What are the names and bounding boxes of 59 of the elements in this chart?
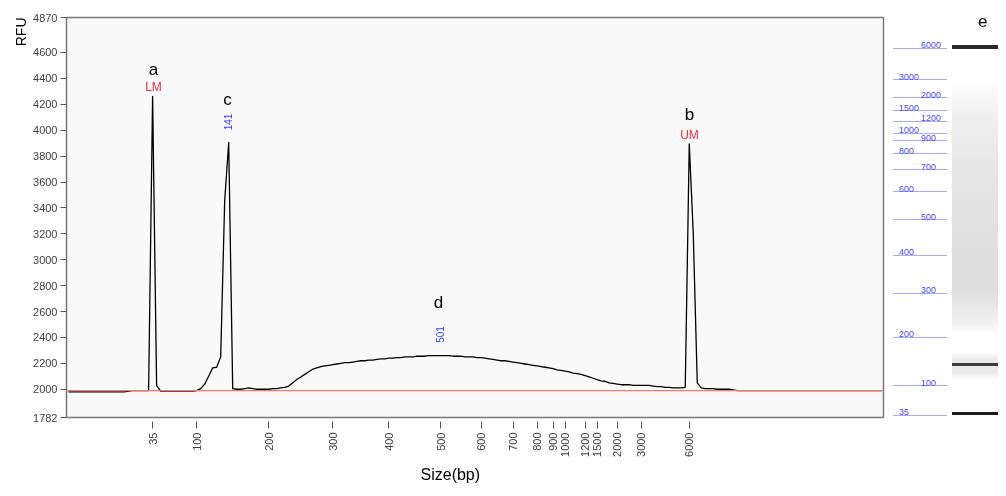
text: 200 xyxy=(899,329,915,340)
x-tick-label: 700 xyxy=(507,432,520,451)
x-tick-label: 1000 xyxy=(559,432,572,457)
text: 2000 xyxy=(921,89,942,100)
annotation: LM xyxy=(145,79,162,94)
y-tick-label: 3200 xyxy=(33,227,58,240)
y-tick-label: 4600 xyxy=(33,46,58,59)
y-tick-label: 4400 xyxy=(33,72,58,85)
text: 100 xyxy=(921,377,937,388)
y-tick-label: 4870 xyxy=(33,11,58,24)
x-axis-title: Size(bp) xyxy=(420,465,481,483)
annotation: UM xyxy=(680,127,699,142)
y-tick-label: 3600 xyxy=(33,176,58,189)
x-tick-label: 2000 xyxy=(611,432,624,457)
x-tick-label: 400 xyxy=(382,432,395,451)
text: 1500 xyxy=(899,102,920,113)
text: 900 xyxy=(921,132,937,143)
y-tick-label: 4200 xyxy=(33,98,58,111)
y-tick-label: 2600 xyxy=(33,305,58,318)
y-tick-label: 2400 xyxy=(33,331,58,344)
y-tick-label: 1782 xyxy=(33,411,58,424)
y-tick-label: 2800 xyxy=(33,279,58,292)
annotation: 141 xyxy=(222,113,234,131)
text: 400 xyxy=(899,247,915,258)
x-tick-label: 35 xyxy=(146,432,159,445)
text: e xyxy=(978,12,988,31)
x-tick-label: 300 xyxy=(326,432,339,451)
x-tick-label: 6000 xyxy=(683,432,696,457)
text: 1000 xyxy=(899,125,920,136)
x-tick-label: 1200 xyxy=(579,432,592,457)
x-tick-label: 100 xyxy=(190,432,203,451)
text: 35 xyxy=(899,407,910,418)
annotation: 501 xyxy=(434,325,446,343)
x-tick-label: 1500 xyxy=(591,432,604,457)
y-tick-label: 3400 xyxy=(33,201,58,214)
text: 800 xyxy=(899,145,915,156)
y-axis-title: RFU xyxy=(12,17,29,47)
x-tick-label: 900 xyxy=(547,432,560,451)
y-tick-label: 2200 xyxy=(33,357,58,370)
x-tick-label: 800 xyxy=(531,432,544,451)
annotation: d xyxy=(433,293,444,312)
y-tick-label: 3000 xyxy=(33,253,58,266)
text: 500 xyxy=(921,211,937,222)
text: 700 xyxy=(921,161,937,172)
annotation: a xyxy=(148,60,159,79)
text: 6000 xyxy=(921,40,942,51)
x-tick-label: 3000 xyxy=(635,432,648,457)
text: 1200 xyxy=(921,113,942,124)
annotation: c xyxy=(223,90,233,109)
x-tick-label: 500 xyxy=(434,432,447,451)
text: 600 xyxy=(899,183,915,194)
y-tick-label: 3800 xyxy=(33,150,58,163)
x-tick-label: 600 xyxy=(475,432,488,451)
text: 300 xyxy=(921,285,937,296)
annotation: b xyxy=(684,105,695,124)
y-tick-label: 2000 xyxy=(33,383,58,396)
x-tick-label: 200 xyxy=(262,432,275,451)
y-tick-label: 4000 xyxy=(33,124,58,137)
text: 3000 xyxy=(899,71,920,82)
